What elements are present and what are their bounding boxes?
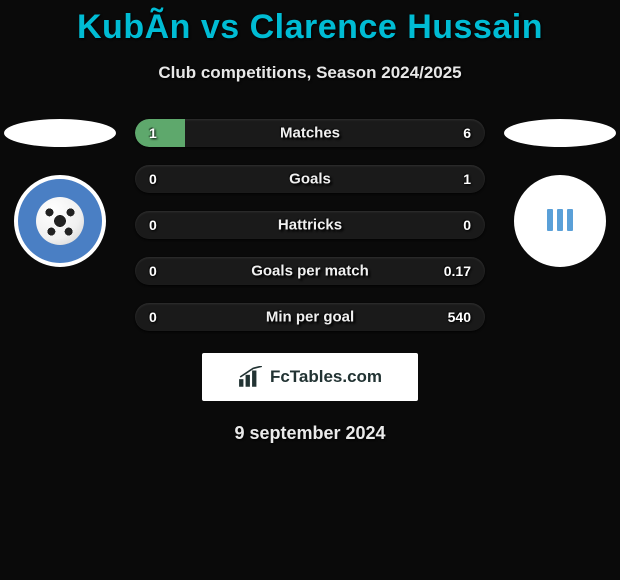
stat-right-value: 6	[463, 125, 471, 141]
avatar-placeholder-right	[504, 119, 616, 147]
watermark-text: FcTables.com	[270, 367, 382, 387]
stat-right-value: 0	[463, 217, 471, 233]
page-title: KubÃn vs Clarence Hussain	[0, 0, 620, 47]
stat-left-value: 0	[149, 171, 157, 187]
stat-bar: 0 Goals per match 0.17	[135, 257, 485, 285]
stat-right-value: 1	[463, 171, 471, 187]
stat-label: Matches	[280, 125, 340, 142]
watermark: FcTables.com	[202, 353, 418, 401]
stat-bar: 0 Hattricks 0	[135, 211, 485, 239]
bar-left-fill	[135, 119, 185, 147]
club-logo-right	[514, 175, 606, 267]
stat-left-value: 0	[149, 217, 157, 233]
date-label: 9 september 2024	[0, 423, 620, 444]
chart-icon	[238, 366, 264, 388]
club-logo-left	[14, 175, 106, 267]
stat-bar: 0 Min per goal 540	[135, 303, 485, 331]
stat-bar: 0 Goals 1	[135, 165, 485, 193]
stat-right-value: 540	[448, 309, 471, 325]
stat-left-value: 0	[149, 309, 157, 325]
comparison-panel: 1 Matches 6 0 Goals 1 0 Hattricks 0 0 Goals per ma…	[0, 119, 620, 331]
stat-label: Goals per match	[251, 263, 369, 280]
stat-label: Min per goal	[266, 309, 354, 326]
stat-label: Hattricks	[278, 217, 342, 234]
player-right-column	[500, 119, 620, 267]
club-crest-icon	[532, 193, 588, 249]
stat-right-value: 0.17	[444, 263, 471, 279]
stat-bar: 1 Matches 6	[135, 119, 485, 147]
player-left-column	[0, 119, 120, 267]
soccer-ball-icon	[36, 197, 84, 245]
stat-label: Goals	[289, 171, 331, 188]
avatar-placeholder-left	[4, 119, 116, 147]
stat-left-value: 0	[149, 263, 157, 279]
stat-bars: 1 Matches 6 0 Goals 1 0 Hattricks 0 0 Goals per ma…	[135, 119, 485, 331]
stat-left-value: 1	[149, 125, 157, 141]
subtitle: Club competitions, Season 2024/2025	[0, 63, 620, 83]
